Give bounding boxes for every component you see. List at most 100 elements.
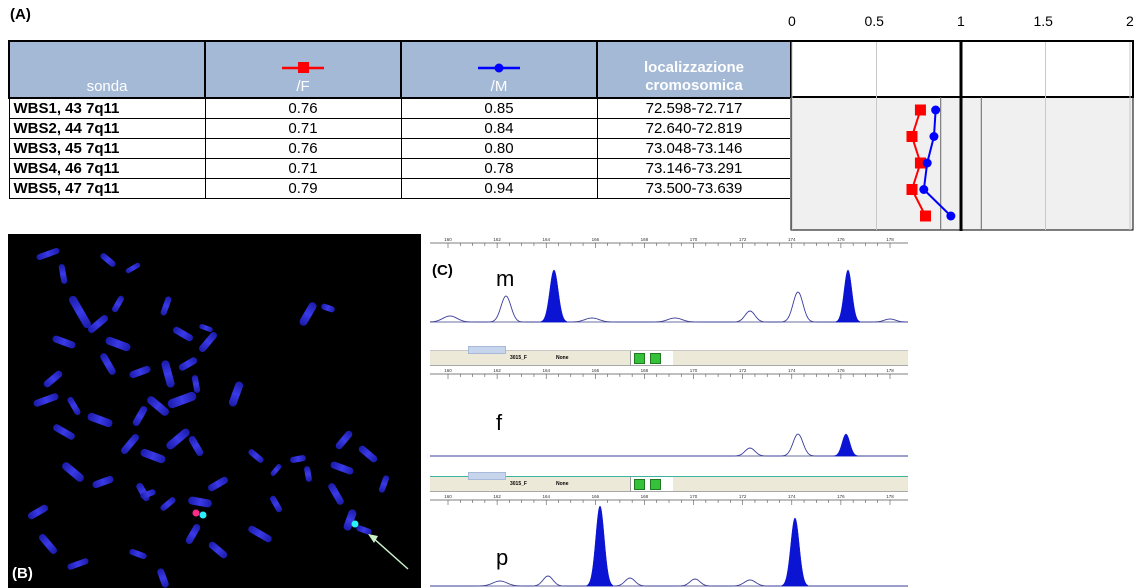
probe-name: WBS2, 44 7q11	[8, 118, 206, 139]
chromosome	[58, 264, 68, 284]
chromosome	[62, 462, 84, 482]
green-square-icon[interactable]	[634, 353, 645, 364]
trace-outline	[430, 291, 908, 323]
chromosome	[100, 253, 116, 267]
chromosome	[199, 331, 217, 353]
x-tick-label: 1.5	[1033, 13, 1053, 29]
trace-father: 160 162 164 166 168 170 172 174 176 178	[430, 368, 908, 457]
header-probe: sonda	[8, 40, 206, 99]
chromosome	[248, 449, 264, 463]
green-square-icon[interactable]	[634, 479, 645, 490]
chromosome	[36, 247, 60, 261]
ruler-label: 166	[592, 237, 600, 242]
father-ratio: 0.76	[204, 138, 402, 159]
ruler-label: 178	[886, 237, 894, 242]
chromosome	[343, 509, 357, 531]
ruler-label: 168	[641, 237, 649, 242]
ruler-label: 172	[739, 237, 747, 242]
chromosome	[140, 448, 166, 464]
chromosome	[188, 436, 204, 456]
chromosome	[160, 497, 176, 511]
chromosome	[270, 464, 282, 476]
mother-point	[919, 185, 929, 194]
chromosome	[33, 393, 59, 407]
toolbar-tab[interactable]	[468, 472, 506, 480]
chromosome	[173, 326, 193, 342]
header-mother: /M	[400, 40, 598, 99]
father-ratio: 0.71	[204, 118, 402, 139]
ruler-label: 166	[592, 494, 600, 499]
ruler-label: 170	[690, 368, 698, 373]
toolbar-tab[interactable]	[468, 346, 506, 354]
chromosome	[87, 412, 113, 428]
location-value: 72.640-72.819	[596, 118, 792, 139]
chromosome	[378, 475, 390, 493]
arrow-head-icon	[368, 534, 378, 543]
chromosome	[178, 357, 198, 371]
chromosome	[67, 558, 89, 570]
chromosome	[129, 548, 147, 560]
chromosome	[140, 489, 156, 499]
fish-micrograph	[8, 234, 421, 588]
probe-name: WBS3, 45 7q11	[8, 138, 206, 159]
chromosome	[248, 525, 272, 543]
ruler-label: 174	[788, 494, 796, 499]
ruler-label: 164	[542, 368, 550, 373]
father-point	[906, 184, 918, 195]
ruler-label: 174	[788, 368, 796, 373]
green-square-icon[interactable]	[650, 479, 661, 490]
ruler-label: 178	[886, 368, 894, 373]
probe-ratio-table: sonda /F /M localizzazione cromosomica W…	[8, 40, 792, 199]
chromosome	[161, 360, 175, 388]
chromosome	[52, 335, 76, 349]
green-square-icon[interactable]	[650, 353, 661, 364]
chromosome	[129, 365, 151, 379]
father-ratio: 0.76	[204, 97, 402, 119]
chromosome	[43, 370, 63, 388]
chromosome	[191, 375, 201, 393]
software-toolbar: 3015_F None	[430, 472, 908, 492]
chromosome	[121, 433, 139, 455]
ruler-label: 162	[493, 368, 501, 373]
father-point	[914, 157, 926, 169]
chromosome	[166, 428, 190, 450]
mother-point	[946, 211, 956, 221]
chromosome	[358, 445, 378, 463]
cyan-signal-dot	[199, 511, 207, 519]
ruler-label: 162	[493, 494, 501, 499]
mother-ratio: 0.78	[400, 158, 598, 179]
filled-peak	[835, 269, 861, 323]
chromosome	[208, 476, 228, 492]
ratio-plot	[790, 40, 1134, 231]
father-ratio: 0.79	[204, 178, 402, 199]
ruler-label: 168	[641, 494, 649, 499]
chromosome	[67, 396, 81, 416]
header-father: /F	[204, 40, 402, 99]
chromosome	[188, 496, 212, 508]
chromosome	[228, 381, 244, 407]
panel-label-c: (C)	[432, 262, 453, 279]
chromosome	[147, 396, 169, 416]
ruler-label: 176	[837, 237, 845, 242]
chromosome	[185, 524, 201, 544]
trace-label-p: p	[496, 545, 509, 570]
father-point	[914, 104, 926, 116]
location-value: 72.598-72.717	[596, 97, 792, 119]
red-signal-dot	[192, 509, 200, 517]
trace-label-f: f	[496, 410, 503, 435]
header-location: localizzazione cromosomica	[596, 40, 792, 99]
chromosome	[53, 424, 75, 440]
filled-peak	[781, 517, 809, 587]
chromosome	[356, 525, 372, 535]
panel-label-a: (A)	[10, 6, 31, 23]
ruler-label: 176	[837, 494, 845, 499]
x-tick-label: 1	[957, 13, 965, 29]
father-ratio: 0.71	[204, 158, 402, 179]
x-tick-label: 2	[1126, 13, 1134, 29]
software-toolbar: 3015_F None	[430, 346, 908, 366]
trace-patient: 160 162 164 166 168 170 172 174 176 178	[430, 494, 908, 587]
table-row: WBS4, 46 7q11 0.71 0.78 73.146-73.291	[8, 158, 792, 179]
location-value: 73.048-73.146	[596, 138, 792, 159]
chromosome	[100, 353, 116, 375]
chromosome	[112, 295, 124, 313]
